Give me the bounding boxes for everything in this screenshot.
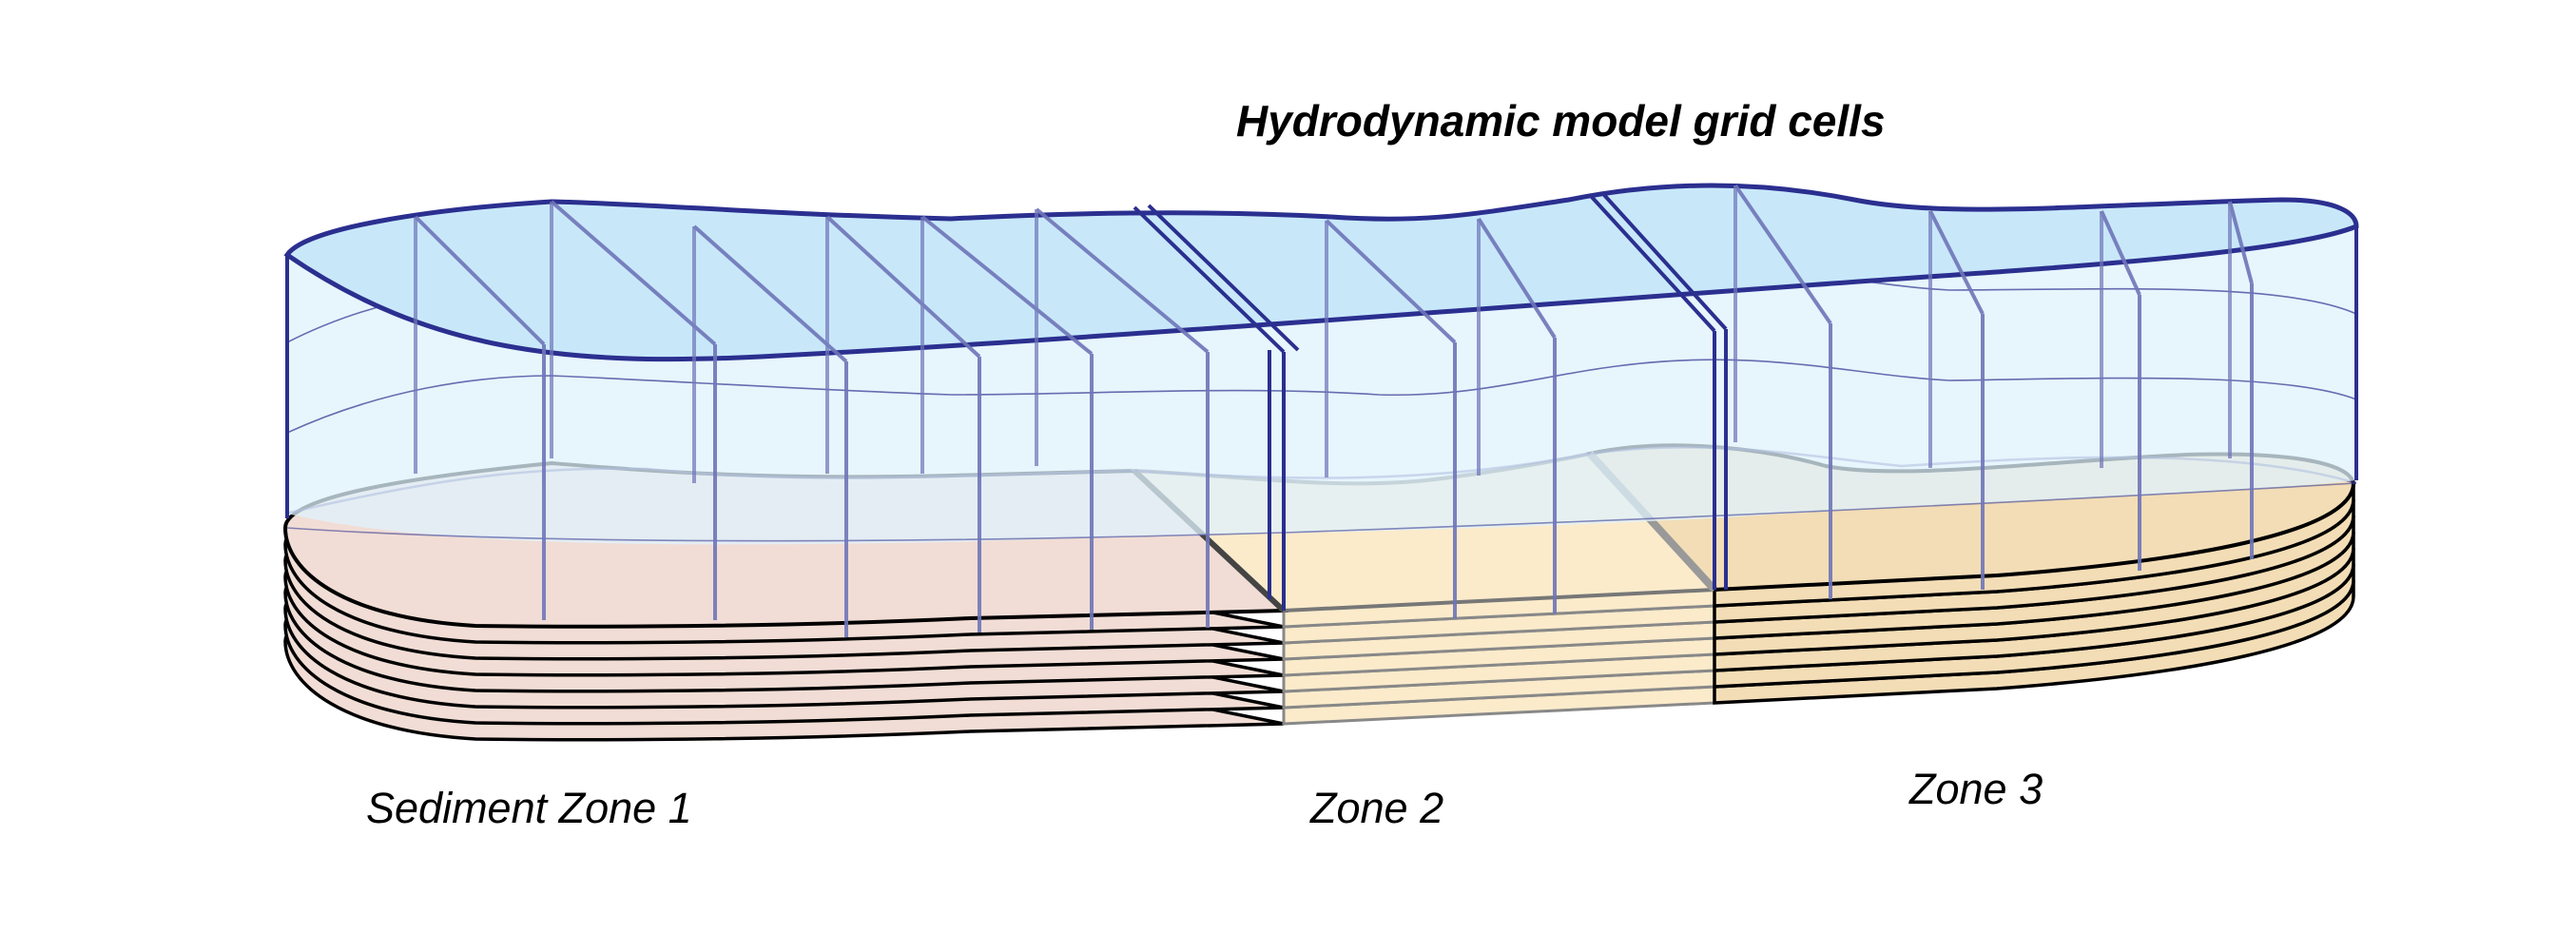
water-column bbox=[283, 183, 2359, 637]
grid-cell-top-edge bbox=[1325, 219, 1457, 344]
grid-cell-top-edge bbox=[692, 224, 848, 363]
grid-cell-top-edge bbox=[1928, 210, 1985, 315]
zone-1-label: Sediment Zone 1 bbox=[366, 784, 692, 832]
grid-cell-top-edge bbox=[825, 215, 981, 359]
diagram-title: Hydrodynamic model grid cells bbox=[1236, 96, 1886, 146]
grid-cell-top-edge bbox=[2228, 201, 2254, 284]
water-top-surface bbox=[283, 183, 2359, 362]
grid-cell-top-edge bbox=[550, 200, 717, 346]
grid-cell-top-edge bbox=[1733, 184, 1832, 325]
grid-cell-top-edge bbox=[2100, 210, 2141, 296]
zone-boundary-columns bbox=[1133, 193, 1728, 611]
grid-cell-top-edge bbox=[1035, 207, 1210, 354]
grid-cell-top-edge bbox=[414, 215, 546, 346]
zone-2-label: Zone 2 bbox=[1309, 784, 1443, 832]
grid-cell-top-edge bbox=[920, 215, 1094, 356]
grid-cell-top-edge bbox=[1477, 217, 1557, 340]
water-layer-line-2 bbox=[286, 359, 2357, 434]
zone-3-label: Zone 3 bbox=[1908, 765, 2043, 813]
grid-cell-lines bbox=[414, 184, 2254, 637]
